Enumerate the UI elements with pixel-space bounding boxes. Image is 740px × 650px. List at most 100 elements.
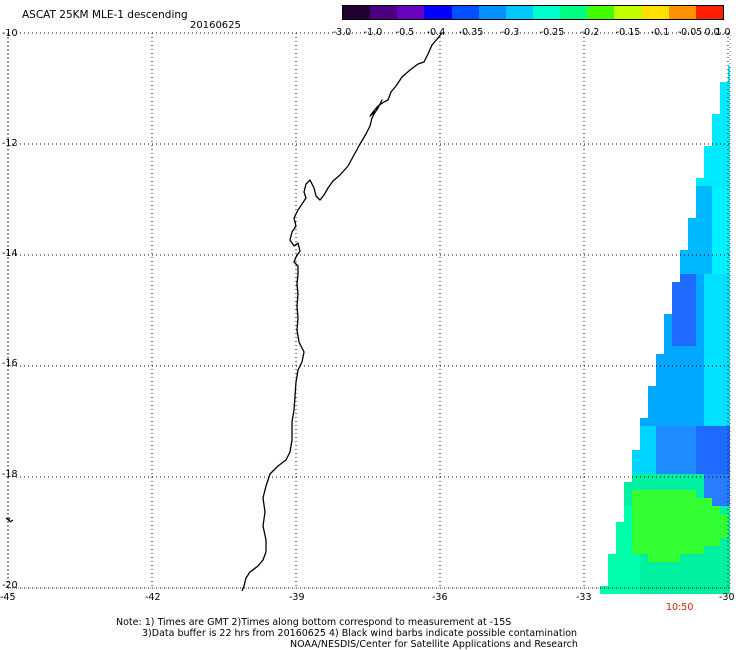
swath-cell <box>632 522 640 530</box>
swath-cell <box>728 226 730 234</box>
swath-cell <box>664 586 672 594</box>
swath-cell <box>672 578 680 586</box>
swath-cell <box>640 570 648 578</box>
swath-cell <box>656 514 664 522</box>
swath-cell <box>688 298 696 306</box>
swath-cell <box>696 242 704 250</box>
swath-cell <box>728 146 730 154</box>
swath-cell <box>712 274 720 282</box>
swath-cell <box>728 418 730 426</box>
swath-cell <box>728 370 730 378</box>
swath-cell <box>696 578 704 586</box>
swath-cell <box>712 138 720 146</box>
swath-cell <box>704 426 712 434</box>
swath-cell <box>712 394 720 402</box>
swath-cell <box>688 546 696 554</box>
swath-cell <box>616 586 624 594</box>
swath-cell <box>720 122 728 130</box>
swath-cell <box>624 482 632 490</box>
swath-cell <box>720 354 728 362</box>
swath-cell <box>664 354 672 362</box>
swath-cell <box>712 506 720 514</box>
swath-cell <box>696 274 704 282</box>
swath-cell <box>712 122 720 130</box>
map-frame <box>7 32 731 589</box>
swath-cell <box>728 74 730 82</box>
swath-cell <box>656 474 664 482</box>
swath-cell <box>712 202 720 210</box>
swath-cell <box>672 346 680 354</box>
swath-cell <box>632 554 640 562</box>
swath-cell <box>680 426 688 434</box>
swath-cell <box>720 538 728 546</box>
swath-cell <box>704 370 712 378</box>
swath-cell <box>712 418 720 426</box>
swath-cell <box>672 306 680 314</box>
swath-cell <box>680 506 688 514</box>
swath-cell <box>688 450 696 458</box>
swath-cell <box>680 282 688 290</box>
swath-cell <box>664 522 672 530</box>
lat-label: -10 <box>2 28 18 39</box>
swath-cell <box>704 290 712 298</box>
swath-cell <box>688 562 696 570</box>
swath-cell <box>720 466 728 474</box>
swath-cell <box>688 394 696 402</box>
swath-cell <box>672 554 680 562</box>
swath-cell <box>600 586 608 594</box>
swath-cell <box>648 458 656 466</box>
swath-cell <box>720 154 728 162</box>
swath-cell <box>720 562 728 570</box>
note-line-1: Note: 1) Times are GMT 2)Times along bot… <box>116 617 512 628</box>
swath-cell <box>680 514 688 522</box>
swath-cell <box>720 202 728 210</box>
swath-cell <box>648 554 656 562</box>
swath-cell <box>664 490 672 498</box>
credit-line: NOAA/NESDIS/Center for Satellite Applica… <box>290 639 578 650</box>
swath-cell <box>704 450 712 458</box>
swath-cell <box>664 482 672 490</box>
swath-cell <box>688 418 696 426</box>
colorbar-swatch <box>532 6 561 19</box>
swath-cell <box>664 538 672 546</box>
swath-cell <box>728 314 730 322</box>
swath-cell <box>720 130 728 138</box>
swath-cell <box>688 226 696 234</box>
swath-cell <box>720 434 728 442</box>
swath-cell <box>672 282 680 290</box>
swath-cell <box>704 570 712 578</box>
swath-cell <box>728 298 730 306</box>
swath-cell <box>696 402 704 410</box>
swath-cell <box>696 426 704 434</box>
swath-cell <box>712 546 720 554</box>
swath-cell <box>680 458 688 466</box>
swath-cell <box>688 234 696 242</box>
swath-cell <box>688 402 696 410</box>
swath-cell <box>656 442 664 450</box>
swath-cell <box>728 474 730 482</box>
swath-cell <box>720 378 728 386</box>
swath-cell <box>688 482 696 490</box>
swath-cell <box>664 426 672 434</box>
colorbar-swatch <box>587 6 615 19</box>
swath-cell <box>720 530 728 538</box>
swath-cell <box>712 154 720 162</box>
swath-cell <box>696 442 704 450</box>
swath-cell <box>728 450 730 458</box>
swath-cell <box>720 338 728 346</box>
swath-cell <box>672 402 680 410</box>
swath-cell <box>712 426 720 434</box>
swath-cell <box>624 498 632 506</box>
swath-cell <box>648 426 656 434</box>
swath-cell <box>696 330 704 338</box>
colorbar-swatch <box>343 6 371 19</box>
swath-cell <box>712 298 720 306</box>
swath-cell <box>712 346 720 354</box>
swath-cell <box>688 346 696 354</box>
swath-cell <box>680 354 688 362</box>
swath-cell <box>688 306 696 314</box>
swath-cell <box>664 394 672 402</box>
swath-cell <box>704 146 712 154</box>
swath-cell <box>608 570 616 578</box>
